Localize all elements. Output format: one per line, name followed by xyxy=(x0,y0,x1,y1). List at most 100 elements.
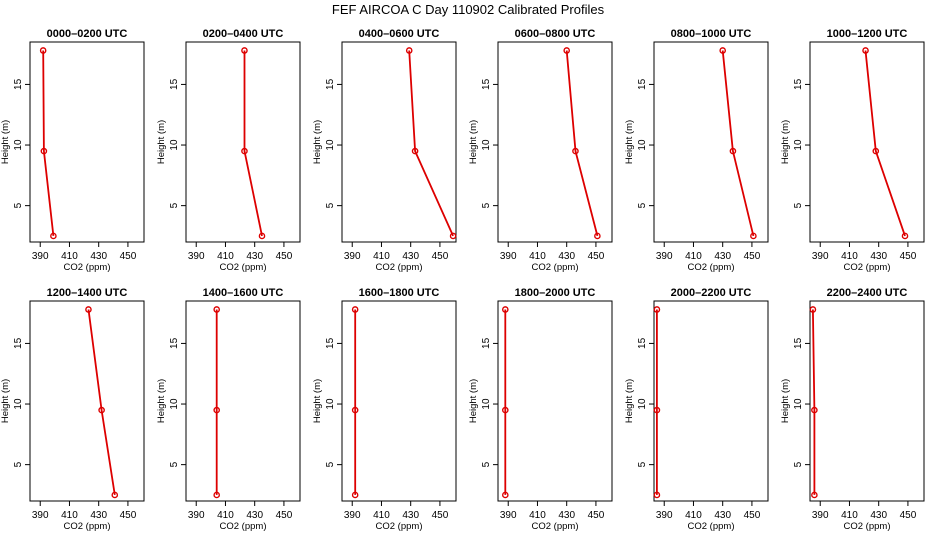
profile-point xyxy=(213,306,220,313)
profile-point xyxy=(351,491,359,499)
panel-title: 0800–1000 UTC xyxy=(671,28,752,40)
y-axis-label: Height (m) xyxy=(468,120,479,164)
profile-point xyxy=(572,147,579,155)
plot-frame xyxy=(341,300,457,502)
x-tick-label: 430 xyxy=(90,251,107,262)
profile-point xyxy=(719,47,726,54)
y-tick-label: 10 xyxy=(481,139,492,151)
x-tick-label: 430 xyxy=(558,251,575,262)
x-axis-label: CO2 (ppm) xyxy=(688,521,735,532)
x-tick-label: 430 xyxy=(402,510,419,521)
plot-frame xyxy=(653,41,769,243)
profile-point xyxy=(351,306,359,313)
panel-grid: 0000–0200 UTC 390 410 430 450 5 10 15 CO2 (ppm) H… xyxy=(0,28,925,532)
profile-point xyxy=(411,147,419,155)
profile-point xyxy=(563,47,570,54)
x-tick-label: 430 xyxy=(90,510,107,521)
profile-point xyxy=(862,47,869,54)
profile-panel: 1800–2000 UTC 390 410 430 450 5 10 15 CO2 (ppm) H… xyxy=(468,287,613,532)
plot-frame xyxy=(341,41,457,243)
x-tick-label: 390 xyxy=(344,251,361,262)
x-axis-label: CO2 (ppm) xyxy=(844,521,891,532)
x-tick-label: 450 xyxy=(744,510,761,521)
plot-frame xyxy=(29,41,145,243)
panel-title: 2200–2400 UTC xyxy=(827,287,908,299)
y-axis-label: Height (m) xyxy=(156,379,167,423)
y-axis-label: Height (m) xyxy=(0,379,11,423)
x-tick-label: 430 xyxy=(714,510,731,521)
y-tick-label: 15 xyxy=(481,337,492,349)
x-tick-label: 450 xyxy=(900,251,917,262)
x-tick-label: 430 xyxy=(402,251,419,262)
x-tick-label: 410 xyxy=(373,251,390,262)
x-tick-label: 410 xyxy=(61,251,78,262)
plot-frame xyxy=(497,41,613,243)
panel-title: 2000–2200 UTC xyxy=(671,287,752,299)
x-tick-label: 430 xyxy=(246,510,263,521)
profile-panel: 0400–0600 UTC 390 410 430 450 5 10 15 CO2 (ppm) H… xyxy=(312,28,457,273)
y-tick-label: 10 xyxy=(13,139,24,151)
profile-panel: 0600–0800 UTC 390 410 430 450 5 10 15 CO2 (ppm) H… xyxy=(468,28,613,273)
y-tick-label: 10 xyxy=(13,398,24,410)
x-axis-label: CO2 (ppm) xyxy=(532,262,579,273)
profile-point xyxy=(85,306,92,313)
x-axis-label: CO2 (ppm) xyxy=(64,521,111,532)
y-tick-label: 5 xyxy=(325,461,336,467)
profile-point xyxy=(901,232,909,240)
profile-panel: 0200–0400 UTC 390 410 430 450 5 10 15 CO2 (ppm) H… xyxy=(156,28,301,273)
profile-point xyxy=(750,232,757,240)
x-tick-label: 390 xyxy=(32,251,49,262)
plot-frame xyxy=(29,300,145,502)
x-tick-label: 450 xyxy=(588,251,605,262)
y-tick-label: 5 xyxy=(13,202,24,208)
profile-point xyxy=(39,47,47,54)
profile-point xyxy=(241,47,248,54)
plot-frame xyxy=(185,300,301,502)
y-tick-label: 10 xyxy=(793,398,804,410)
x-tick-label: 390 xyxy=(500,251,517,262)
plot-frame xyxy=(809,300,925,502)
x-axis-label: CO2 (ppm) xyxy=(220,521,267,532)
x-tick-label: 410 xyxy=(61,510,78,521)
profile-point xyxy=(40,147,48,155)
y-tick-label: 5 xyxy=(169,202,180,208)
plot-frame xyxy=(653,300,769,502)
profile-point xyxy=(50,232,57,240)
x-tick-label: 450 xyxy=(744,251,761,262)
x-tick-label: 390 xyxy=(32,510,49,521)
panel-title: 1000–1200 UTC xyxy=(827,28,908,40)
y-tick-label: 10 xyxy=(169,398,180,410)
plot-frame xyxy=(185,41,301,243)
profile-point xyxy=(653,306,661,313)
x-tick-label: 390 xyxy=(656,510,673,521)
y-tick-label: 10 xyxy=(793,139,804,151)
profile-panel: 2200–2400 UTC 390 410 430 450 5 10 15 CO2 (ppm) H… xyxy=(780,287,925,532)
figure-title: FEF AIRCOA C Day 110902 Calibrated Profi… xyxy=(332,2,605,17)
x-tick-label: 450 xyxy=(432,251,449,262)
y-tick-label: 5 xyxy=(793,461,804,467)
x-tick-label: 410 xyxy=(685,251,702,262)
profile-point xyxy=(98,406,105,414)
profile-point xyxy=(258,232,266,240)
x-axis-label: CO2 (ppm) xyxy=(376,521,423,532)
y-tick-label: 5 xyxy=(481,202,492,208)
y-axis-label: Height (m) xyxy=(780,379,791,423)
y-tick-label: 10 xyxy=(481,398,492,410)
x-tick-label: 390 xyxy=(344,510,361,521)
y-tick-label: 15 xyxy=(637,337,648,349)
profile-point xyxy=(213,406,220,414)
y-tick-label: 10 xyxy=(637,398,648,410)
profile-point xyxy=(111,491,119,499)
x-tick-label: 410 xyxy=(217,251,234,262)
y-tick-label: 15 xyxy=(169,337,180,349)
profile-point xyxy=(449,232,457,240)
profile-line xyxy=(87,309,116,496)
panel-title: 1400–1600 UTC xyxy=(203,287,284,299)
y-tick-label: 15 xyxy=(325,78,336,90)
profile-point xyxy=(811,491,818,499)
panel-title: 0400–0600 UTC xyxy=(359,28,440,40)
profile-line xyxy=(864,50,906,237)
panel-title: 0600–0800 UTC xyxy=(515,28,596,40)
y-tick-label: 5 xyxy=(637,202,648,208)
